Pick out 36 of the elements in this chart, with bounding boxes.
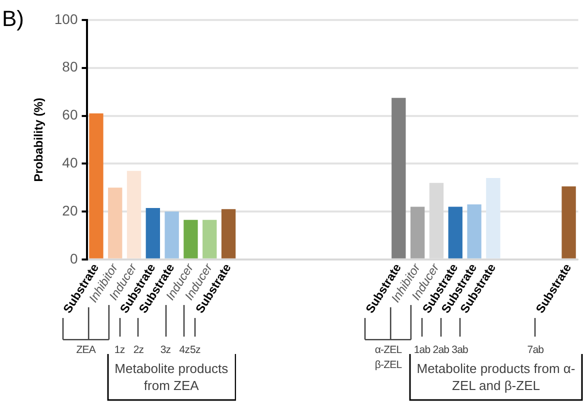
text: 3z bbox=[160, 344, 171, 356]
bar bbox=[448, 206, 462, 258]
text: 5z bbox=[190, 344, 200, 356]
bar bbox=[164, 212, 179, 258]
chart-title: B) bbox=[2, 6, 24, 32]
y-tick-label: 100 bbox=[54, 10, 78, 27]
bar bbox=[392, 98, 406, 258]
bar bbox=[221, 209, 236, 258]
bar bbox=[184, 220, 198, 258]
y-tick-label: 40 bbox=[62, 154, 78, 171]
bar bbox=[410, 206, 425, 258]
bar bbox=[467, 204, 482, 258]
bar bbox=[108, 188, 122, 258]
y-tick-label: 60 bbox=[62, 106, 78, 123]
y-tick-label: 20 bbox=[62, 202, 78, 218]
text: 7ab bbox=[526, 343, 545, 357]
text: 1z bbox=[114, 344, 125, 356]
bar bbox=[562, 186, 576, 258]
text: 4z bbox=[179, 344, 190, 356]
y-tick-label: 0 bbox=[70, 250, 78, 266]
text: 1ab bbox=[414, 344, 430, 356]
text: 2ab bbox=[432, 344, 450, 356]
bar bbox=[146, 208, 160, 258]
text: ZEA bbox=[75, 343, 97, 357]
text: 3ab bbox=[452, 344, 468, 356]
text: Metabolite products from α-ZEL and β-ZEL bbox=[416, 360, 576, 394]
text: β-ZEL bbox=[374, 358, 403, 372]
bar bbox=[202, 220, 217, 258]
text: α-ZEL bbox=[374, 344, 402, 356]
y-tick-label: 80 bbox=[62, 58, 78, 75]
bar bbox=[486, 178, 500, 258]
bar bbox=[89, 113, 104, 258]
text: 2z bbox=[133, 344, 144, 356]
y-axis-title: Probability (%) bbox=[32, 98, 46, 182]
bar bbox=[126, 170, 142, 258]
text: Metabolite products from ZEA bbox=[114, 360, 230, 394]
